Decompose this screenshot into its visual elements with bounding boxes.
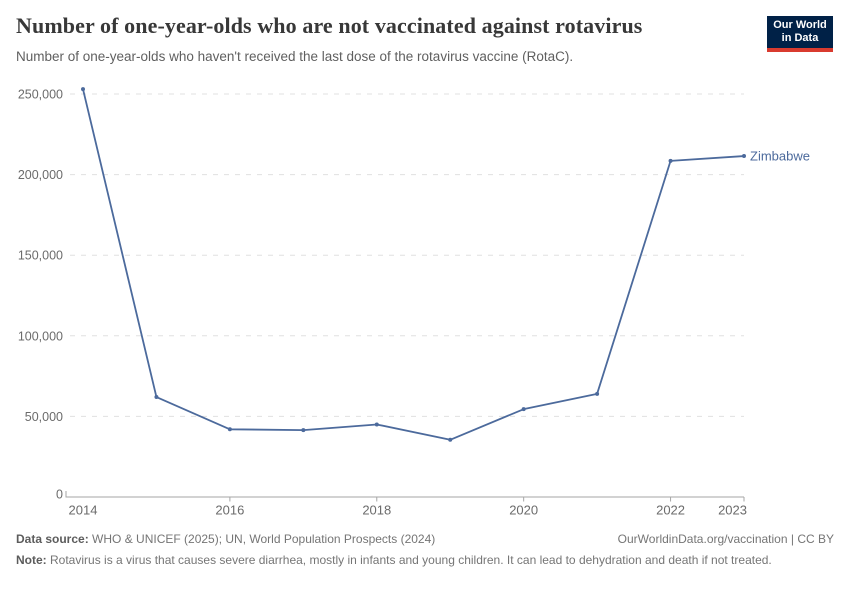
data-point-2014[interactable] [81,87,85,92]
data-point-2015[interactable] [154,395,159,400]
data-point-2020[interactable] [521,407,526,412]
x-axis-tick-label: 2014 [69,503,98,518]
data-point-2022[interactable] [668,158,673,163]
x-axis-tick-label: 2018 [362,503,391,518]
data-point-2021[interactable] [595,391,600,396]
data-point-2018[interactable] [374,422,379,427]
chart-footer: Data source: WHO & UNICEF (2025); UN, Wo… [16,531,834,568]
y-axis-tick-label: 200,000 [18,168,63,182]
series-label-zimbabwe[interactable]: Zimbabwe [750,148,810,163]
chart-title: Number of one-year-olds who are not vacc… [16,13,643,38]
data-point-2016[interactable] [227,427,232,432]
data-point-2019[interactable] [448,437,453,442]
y-axis-tick-label: 150,000 [18,249,63,263]
data-source-label: Data source: [16,532,89,546]
y-axis-tick-label: 250,000 [18,88,63,102]
owid-logo-red-bar [767,48,833,52]
note-text: Note: Rotavirus is a virus that causes s… [16,553,772,568]
data-source-text: Data source: WHO & UNICEF (2025); UN, Wo… [16,532,436,546]
owid-logo-text: Our World in Data [767,16,833,48]
x-axis-line [65,491,744,498]
zimbabwe-line[interactable] [82,88,745,441]
y-axis-tick-label: 100,000 [18,329,63,343]
x-axis-tick-label: 2023 [718,503,747,518]
x-axis-tick-label: 2016 [215,503,244,518]
source-row: Data source: WHO & UNICEF (2025); UN, Wo… [16,531,834,547]
data-point-2017[interactable] [301,428,306,433]
owid-cc-link[interactable]: OurWorldinData.org/vaccination | CC BY [617,532,834,546]
x-axis-tick-label: 2020 [509,503,538,518]
data-point-2023[interactable] [742,154,746,159]
chart-subtitle: Number of one-year-olds who haven't rece… [16,49,574,64]
note-label: Note: [16,553,47,568]
y-axis-tick-label: 50,000 [25,410,63,424]
owid-logo[interactable]: Our World in Data [767,16,833,52]
y-axis-tick-label: 0 [56,488,63,502]
x-axis-tick-label: 2022 [656,503,685,518]
